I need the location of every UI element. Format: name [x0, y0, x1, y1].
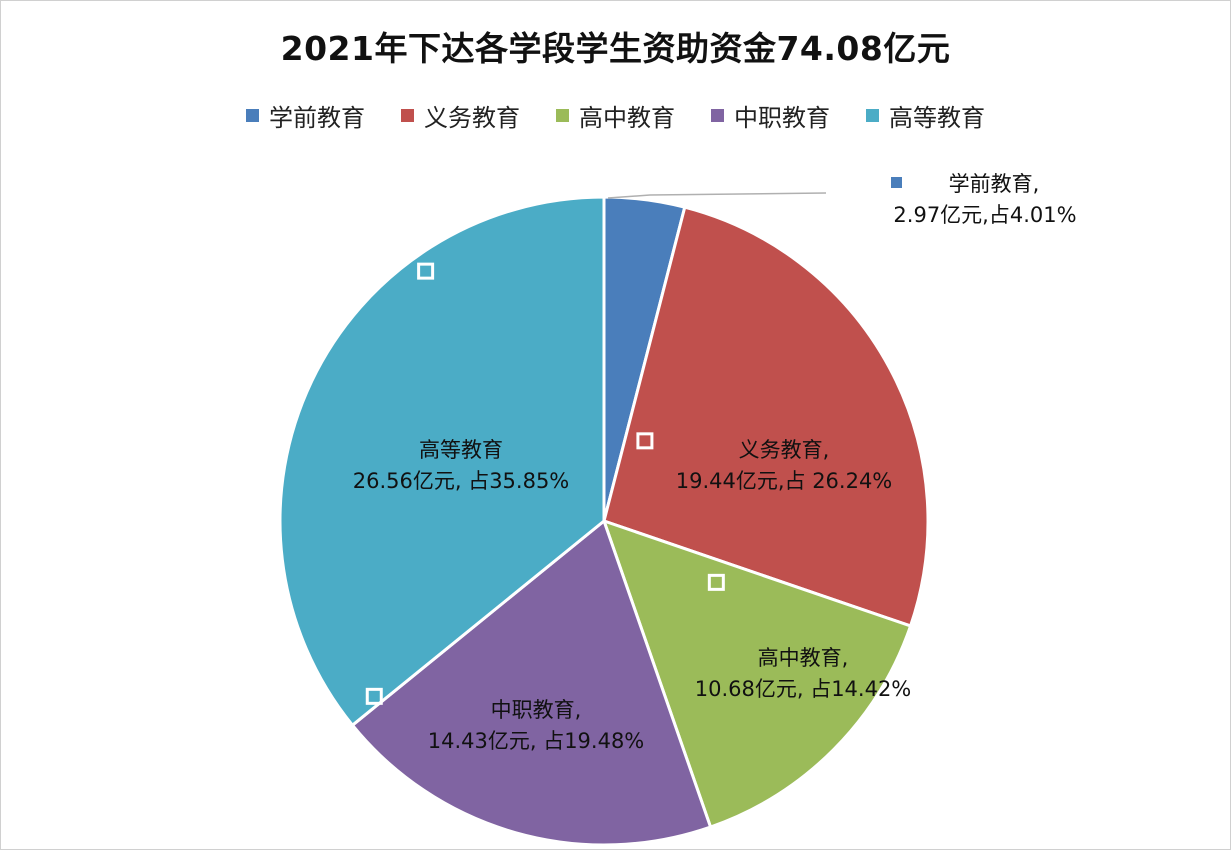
slice-marker-vocational — [417, 262, 435, 280]
legend-label-compulsory: 义务教育 — [424, 104, 520, 132]
legend-item-highschool: 高中教育 — [556, 98, 675, 133]
pie-slice-higher — [278, 195, 606, 728]
data-label-line1-preschool: 学前教育, — [949, 172, 1040, 196]
chart-legend: 学前教育 义务教育 高中教育 中职教育 高等教育 — [0, 98, 1231, 133]
slice-marker-higher — [365, 687, 383, 705]
legend-item-higher: 高等教育 — [866, 98, 985, 133]
data-label-higher: 高等教育 26.56亿元, 占35.85% — [353, 438, 570, 493]
leader-line-preschool — [607, 192, 827, 199]
legend-swatch-vocational — [711, 109, 724, 122]
data-label-line1-highschool: 高中教育, — [758, 646, 849, 670]
data-label-preschool: 学前教育, 2.97亿元,占4.01% — [893, 172, 1076, 227]
legend-label-preschool: 学前教育 — [269, 104, 365, 132]
legend-item-preschool: 学前教育 — [246, 98, 365, 133]
data-label-line2-compulsory: 19.44亿元,占 26.24% — [676, 469, 893, 493]
chart-title: 2021年下达各学段学生资助资金74.08亿元 — [280, 29, 951, 68]
data-label-compulsory: 义务教育, 19.44亿元,占 26.24% — [676, 438, 893, 493]
pie-slice-highschool — [601, 518, 913, 829]
data-label-line2-vocational: 14.43亿元, 占19.48% — [428, 729, 645, 753]
pie-slice-compulsory — [602, 205, 930, 628]
slice-marker-compulsory — [636, 432, 654, 450]
data-label-line1-higher: 高等教育 — [419, 438, 503, 462]
legend-label-vocational: 中职教育 — [734, 104, 830, 132]
legend-swatch-preschool — [246, 109, 259, 122]
slice-marker-highschool — [707, 573, 725, 591]
data-label-swatch-preschool — [891, 177, 902, 188]
legend-swatch-highschool — [556, 109, 569, 122]
data-label-line2-highschool: 10.68亿元, 占14.42% — [695, 677, 912, 701]
legend-label-higher: 高等教育 — [889, 104, 985, 132]
legend-item-compulsory: 义务教育 — [401, 98, 520, 133]
data-label-line1-vocational: 中职教育, — [491, 698, 582, 722]
legend-label-highschool: 高中教育 — [579, 104, 675, 132]
legend-item-vocational: 中职教育 — [711, 98, 830, 133]
data-label-highschool: 高中教育, 10.68亿元, 占14.42% — [695, 646, 912, 701]
pie-slice-vocational — [350, 518, 713, 847]
data-label-line2-preschool: 2.97亿元,占4.01% — [893, 203, 1076, 227]
data-label-line2-higher: 26.56亿元, 占35.85% — [353, 469, 570, 493]
data-label-line1-compulsory: 义务教育, — [739, 438, 830, 462]
legend-swatch-compulsory — [401, 109, 414, 122]
legend-swatch-higher — [866, 109, 879, 122]
data-label-vocational: 中职教育, 14.43亿元, 占19.48% — [428, 698, 645, 753]
